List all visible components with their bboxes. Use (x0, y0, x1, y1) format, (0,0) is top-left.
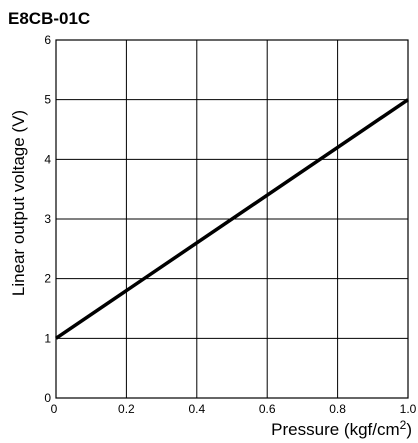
x-tick-label: 0.4 (188, 402, 205, 416)
grid (56, 40, 408, 398)
y-tick-label: 2 (44, 272, 51, 286)
x-tick-label: 1.0 (400, 402, 417, 416)
x-axis-label: Pressure (kgf/cm2) (271, 418, 412, 439)
x-axis-label-text: Pressure (kgf/cm (271, 420, 399, 439)
x-tick-label: 0.8 (329, 402, 346, 416)
y-tick-label: 0 (44, 391, 51, 405)
series-line (55, 98, 409, 340)
chart-title: E8CB-01C (8, 9, 91, 28)
series-layer (55, 98, 409, 340)
x-tick-label: 0.6 (259, 402, 276, 416)
x-axis-label-sup: 2 (400, 418, 407, 432)
tick-labels: 0 0.2 0.4 0.6 0.8 1.0 0 1 2 3 4 5 6 (44, 33, 416, 416)
y-tick-label: 4 (44, 152, 51, 166)
y-tick-label: 3 (44, 212, 51, 226)
x-tick-label: 0.2 (118, 402, 135, 416)
y-tick-label: 6 (44, 33, 51, 47)
y-axis-label: Linear output voltage (V) (9, 110, 28, 296)
y-tick-label: 5 (44, 93, 51, 107)
y-tick-label: 1 (44, 331, 51, 345)
x-axis-label-close: ) (406, 420, 412, 439)
plot-frame (55, 39, 409, 399)
x-tick-label: 0 (51, 402, 58, 416)
